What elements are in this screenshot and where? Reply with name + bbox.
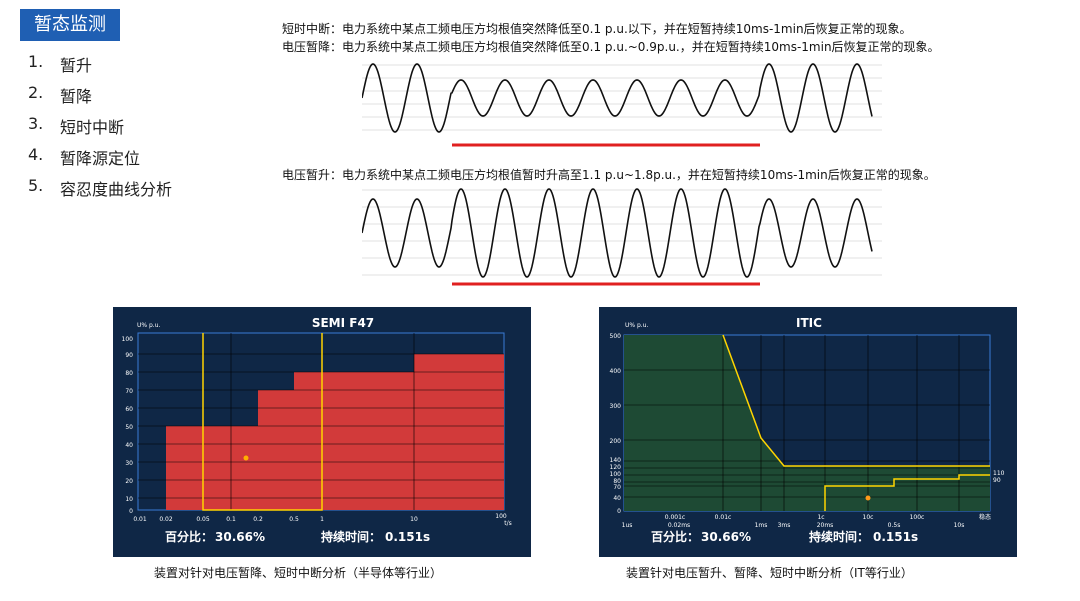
itic-xtick-time: 3ms bbox=[778, 522, 791, 529]
menu-item-swell[interactable]: 1. 暂升 bbox=[28, 52, 93, 75]
semi-ytick: 30 bbox=[125, 460, 133, 467]
swell-waveform-line bbox=[362, 188, 873, 278]
itic-ytick: 70 bbox=[613, 484, 621, 491]
itic-upper-curve bbox=[722, 334, 990, 467]
itic-ytick: 100 bbox=[610, 471, 622, 478]
itic-ytick: 80 bbox=[613, 478, 621, 485]
itic-lower-curve bbox=[824, 474, 990, 511]
itic-ylabel: U% p.u. bbox=[625, 322, 649, 329]
semi-ytick: 0 bbox=[129, 508, 133, 515]
itic-xtick-time: 0.5s bbox=[888, 522, 901, 529]
itic-right-label: 110 bbox=[993, 470, 1005, 477]
menu-item-tolerance-curve[interactable]: 5. 容忍度曲线分析 bbox=[28, 176, 173, 199]
semi-percent-value: 30.66% bbox=[215, 530, 265, 544]
semi-xtick: 0.1 bbox=[226, 516, 236, 523]
semi-xtick: 0.2 bbox=[253, 516, 263, 523]
itic-ytick: 0 bbox=[617, 508, 621, 515]
itic-duration-value: 0.151s bbox=[873, 530, 918, 544]
semi-event-marker bbox=[243, 455, 249, 461]
itic-ytick: 120 bbox=[610, 464, 622, 471]
semi-xtick: 0.02 bbox=[159, 516, 173, 523]
itic-percent-value: 30.66% bbox=[701, 530, 751, 544]
itic-xtick-cycles: 1c bbox=[817, 514, 824, 521]
itic-duration-label: 持续时间： bbox=[809, 529, 869, 544]
itic-xtick-cycles: 10c bbox=[863, 514, 874, 521]
itic-xtick-time: 10s bbox=[954, 522, 965, 529]
itic-xtick-cycles: 100c bbox=[910, 514, 925, 521]
sag-waveform-diagram bbox=[362, 63, 882, 147]
itic-xtick-cycles: 0.001c bbox=[665, 514, 685, 521]
semi-caption: 装置对针对电压暂降、短时中断分析（半导体等行业） bbox=[154, 566, 443, 580]
semi-duration-label: 持续时间： bbox=[321, 529, 381, 544]
sag-definition: 电压暂降：电力系统中某点工频电压方均根值突然降低至0.1 p.u.~0.9p.u… bbox=[282, 40, 940, 54]
semi-xtick: 0.5 bbox=[289, 516, 299, 523]
sag-waveform-line bbox=[362, 63, 873, 133]
semi-ytick: 20 bbox=[125, 478, 133, 485]
itic-chart-title: ITIC bbox=[796, 316, 822, 330]
interruption-definition: 短时中断：电力系统中某点工频电压方均根值突然降低至0.1 p.u.以下，并在短暂… bbox=[282, 22, 912, 36]
semi-event-window bbox=[202, 333, 323, 511]
semi-tolerance-area bbox=[166, 354, 504, 510]
semi-xtick: 1 bbox=[320, 516, 324, 523]
itic-tolerance-area bbox=[624, 335, 990, 511]
semi-ytick: 100 bbox=[122, 336, 134, 343]
itic-ytick: 200 bbox=[610, 438, 622, 445]
menu-item-interruption[interactable]: 3. 短时中断 bbox=[28, 114, 125, 137]
menu-item-sag-source[interactable]: 4. 暂降源定位 bbox=[28, 145, 141, 168]
semi-ytick: 60 bbox=[125, 406, 133, 413]
semi-ytick: 80 bbox=[125, 370, 133, 377]
itic-xtick-time: 1us bbox=[622, 522, 633, 529]
semi-xtick: 0.01 bbox=[133, 516, 147, 523]
semi-ytick: 10 bbox=[125, 496, 133, 503]
itic-xtick-time: 20ms bbox=[817, 522, 834, 529]
menu-item-sag[interactable]: 2. 暂降 bbox=[28, 83, 93, 106]
semi-xunit: t/s bbox=[504, 520, 512, 527]
itic-ytick: 500 bbox=[610, 333, 622, 340]
page-title: 暂态监测 bbox=[20, 9, 120, 41]
itic-ytick: 400 bbox=[610, 368, 622, 375]
semi-duration-value: 0.151s bbox=[385, 530, 430, 544]
semi-chart-title: SEMI F47 bbox=[312, 316, 374, 330]
semi-xtick: 100 bbox=[495, 513, 507, 520]
semi-ytick: 40 bbox=[125, 442, 133, 449]
swell-waveform-diagram bbox=[362, 188, 882, 286]
itic-chart: ITIC U% p.u. 500 400 300 200 140 120 100… bbox=[599, 307, 1017, 557]
itic-ytick: 40 bbox=[613, 495, 621, 502]
itic-xtick-time: 0.02ms bbox=[668, 522, 690, 529]
itic-ytick: 300 bbox=[610, 403, 622, 410]
semi-xtick: 10 bbox=[410, 516, 418, 523]
itic-xtick-time: 1ms bbox=[755, 522, 768, 529]
semi-percent-label: 百分比： bbox=[165, 529, 213, 544]
semi-ytick: 70 bbox=[125, 388, 133, 395]
semi-xtick: 0.05 bbox=[196, 516, 210, 523]
swell-definition: 电压暂升：电力系统中某点工频电压方均根值暂时升高至1.1 p.u~1.8p.u.… bbox=[282, 168, 936, 182]
itic-ytick: 140 bbox=[610, 457, 622, 464]
itic-xtick-cycles: 0.01c bbox=[715, 514, 732, 521]
semi-ytick: 50 bbox=[125, 424, 133, 431]
itic-caption: 装置针对电压暂升、暂降、短时中断分析（IT等行业） bbox=[626, 566, 913, 580]
topic-menu: 1. 暂升 2. 暂降 3. 短时中断 4. 暂降源定位 5. 容忍度曲线分析 bbox=[28, 52, 172, 207]
itic-right-label: 90 bbox=[993, 477, 1001, 484]
itic-event-marker bbox=[865, 495, 871, 501]
itic-xtick-cycles: 稳态 bbox=[979, 513, 991, 521]
semi-ylabel: U% p.u. bbox=[137, 322, 161, 329]
semi-f47-chart: SEMI F47 U% p.u. 100 90 80 70 60 50 40 3… bbox=[113, 307, 531, 557]
itic-percent-label: 百分比： bbox=[651, 529, 699, 544]
semi-ytick: 90 bbox=[125, 352, 133, 359]
